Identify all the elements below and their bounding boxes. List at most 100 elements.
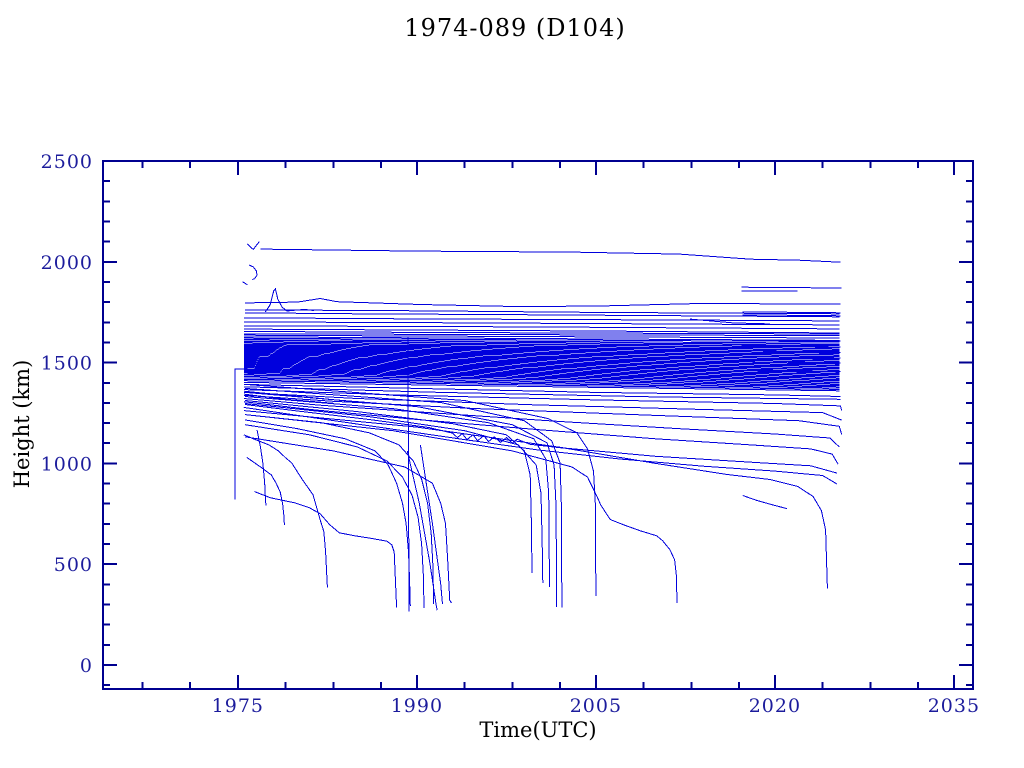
trajectory-dash-2018 (742, 495, 787, 510)
trajectory-plunge-2005 (244, 383, 597, 597)
trajectory-line-1665 (243, 328, 840, 334)
band-line (243, 370, 840, 380)
band-line (243, 340, 840, 345)
band-segment (762, 356, 841, 359)
band-line (243, 363, 840, 372)
band-line (243, 348, 840, 354)
band-line (243, 378, 840, 389)
trajectory-plunge-2011 (244, 414, 678, 603)
trajectory-plunge-2024 (243, 410, 828, 589)
band-line (243, 336, 840, 341)
trajectory-seg-1735-right (742, 314, 841, 317)
band-line (243, 359, 840, 367)
band-line (243, 337, 840, 343)
y-tick-label: 1500 (41, 353, 93, 375)
band-line (243, 361, 840, 370)
trajectory-early-decay-1 (246, 456, 285, 526)
band-segment (741, 345, 841, 348)
band-line (243, 366, 840, 376)
band-line (243, 334, 840, 339)
band-line (243, 362, 840, 371)
trajectory-dash-1890 (242, 281, 248, 286)
band-line (243, 354, 840, 361)
trajectory-plunge-1989-a (244, 419, 411, 607)
band-line (243, 357, 840, 365)
chart-title: 1974-089 (D104) (404, 14, 626, 42)
x-tick-label: 2035 (928, 695, 980, 717)
trajectory-early-decay-3 (254, 491, 398, 608)
band-line (243, 377, 840, 388)
trajectory-checkmark-fragment (247, 241, 260, 250)
band-line (243, 347, 840, 353)
y-tick-label: 0 (80, 655, 93, 677)
band-line (243, 365, 840, 374)
x-tick-label: 2020 (749, 695, 801, 717)
trajectory-plunge-2001-b (244, 391, 558, 607)
trajectory-seg-1715-mid (690, 318, 771, 325)
x-axis-label: Time(UTC) (479, 718, 597, 742)
band-line (243, 368, 840, 378)
x-tick-label: 1975 (212, 695, 264, 717)
trajectory-line-1760 (244, 309, 840, 315)
band-line (243, 373, 840, 384)
axes-frame (102, 160, 974, 690)
band-line (243, 345, 840, 350)
band-line (243, 376, 840, 387)
trajectory-plunge-1992-a (419, 444, 443, 605)
band-line (243, 349, 840, 355)
band-segment (741, 339, 841, 342)
trajectory-early-decay-2 (243, 434, 328, 588)
trajectory-hook-fragment (248, 264, 258, 280)
band-line (243, 372, 840, 383)
trajectory-desc-8 (243, 406, 838, 485)
trajectory-desc-7 (243, 401, 839, 465)
trajectory-vertical-1989 (407, 336, 410, 612)
trajectory-plunge-1999 (244, 400, 533, 573)
band-line (243, 380, 840, 390)
band-line (243, 350, 840, 356)
band-line (243, 360, 840, 368)
trajectory-plunge-1992-b (244, 436, 452, 604)
band-line (243, 371, 840, 382)
trajectory-desc-1 (243, 383, 841, 397)
trajectory-desc-2 (243, 386, 841, 400)
trajectory-plunge-2001-a (244, 396, 551, 587)
band-line (243, 341, 840, 347)
band-line (243, 352, 840, 359)
y-tick-label: 2500 (41, 151, 93, 173)
trajectory-line-1790 (244, 297, 841, 308)
band-line (243, 374, 840, 385)
trajectory-plunge-1991-b (406, 450, 438, 611)
band-line (243, 381, 840, 392)
x-tick-label: 1990 (391, 695, 443, 717)
band-line (243, 346, 840, 351)
trajectory-desc-4 (243, 391, 842, 421)
trajectory-seg-1875-a (741, 286, 842, 289)
band-line (243, 367, 840, 377)
band-line (243, 353, 840, 360)
band-line (243, 364, 840, 373)
trajectory-left-bracket (234, 368, 247, 500)
trajectory-early-decay-4 (256, 429, 267, 506)
y-tick-label: 500 (54, 554, 93, 576)
band-line (243, 333, 840, 337)
y-tick-label: 2000 (41, 252, 93, 274)
band-segment (762, 350, 841, 353)
x-tick-label: 2005 (570, 695, 622, 717)
trajectory-line-1680 (243, 325, 840, 330)
band-line (243, 351, 840, 358)
band-line (243, 339, 840, 344)
trajectory-line-1700 (243, 321, 840, 326)
trajectory-line-1745 (244, 312, 840, 318)
trajectory-piece-2045km (260, 248, 841, 263)
trajectory-plunge-1991-a (244, 414, 435, 605)
trajectory-plunge-1990-a (244, 424, 425, 609)
trajectory-seg-1750-right (742, 311, 841, 314)
band-line (243, 344, 840, 349)
trajectory-desc-3 (243, 389, 843, 411)
band-segment (741, 369, 841, 373)
band-line (243, 369, 840, 379)
band-line (243, 356, 840, 364)
